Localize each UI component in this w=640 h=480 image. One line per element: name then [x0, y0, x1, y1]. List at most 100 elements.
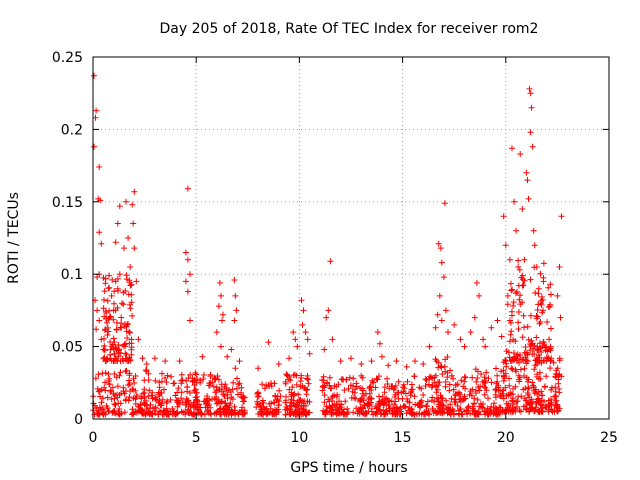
data-point: [156, 384, 163, 391]
data-point: [523, 357, 530, 364]
data-point: [423, 377, 430, 384]
data-point: [473, 378, 480, 385]
data-point: [217, 406, 224, 413]
data-point: [501, 372, 508, 379]
data-point: [517, 374, 523, 381]
data-point: [128, 291, 135, 298]
data-point: [516, 407, 523, 414]
data-point: [481, 391, 488, 398]
data-point: [485, 395, 491, 402]
data-point: [292, 336, 299, 343]
data-point: [556, 264, 563, 270]
data-point: [178, 408, 185, 415]
data-point: [484, 411, 491, 418]
data-point: [326, 374, 333, 381]
data-point: [424, 410, 431, 417]
data-point: [107, 346, 114, 353]
data-point: [428, 384, 435, 391]
data-point: [547, 365, 554, 372]
data-point: [474, 368, 481, 375]
y-tick-label: 0.2: [61, 122, 83, 138]
data-point: [508, 287, 515, 294]
data-point: [98, 399, 105, 406]
data-point: [91, 143, 97, 150]
data-point: [121, 409, 128, 416]
data-point: [539, 392, 546, 399]
data-point: [171, 380, 178, 387]
data-point: [293, 411, 300, 418]
data-point: [393, 358, 400, 365]
data-point: [95, 371, 102, 378]
data-point: [484, 405, 491, 412]
data-point: [129, 312, 136, 319]
x-tick-label: 0: [89, 430, 98, 446]
data-point: [407, 409, 414, 416]
data-point: [253, 404, 260, 411]
data-point: [219, 317, 225, 324]
data-point: [521, 324, 528, 331]
data-point: [467, 410, 474, 417]
data-point: [508, 365, 515, 372]
data-point: [282, 380, 289, 387]
data-point: [389, 383, 396, 390]
data-point: [169, 405, 176, 412]
data-point: [213, 329, 220, 336]
data-point: [545, 304, 552, 311]
data-point: [514, 357, 521, 364]
data-point: [100, 346, 107, 353]
data-point: [131, 379, 138, 386]
data-point: [358, 409, 365, 416]
data-point: [546, 336, 553, 343]
data-point: [110, 335, 117, 342]
data-point: [304, 372, 311, 379]
data-point: [306, 350, 313, 357]
data-point: [209, 379, 216, 386]
data-point: [347, 382, 354, 389]
data-point: [353, 383, 360, 390]
data-point: [175, 385, 182, 392]
data-point: [361, 402, 368, 408]
data-point: [126, 394, 133, 400]
data-point: [523, 169, 530, 176]
data-point: [94, 307, 101, 314]
data-point: [115, 347, 122, 354]
data-point: [539, 296, 546, 303]
data-point: [226, 402, 233, 409]
data-point: [190, 399, 197, 406]
data-point: [165, 411, 172, 418]
data-point: [534, 396, 541, 403]
data-point: [235, 381, 242, 388]
data-point: [515, 257, 522, 264]
data-point: [432, 356, 439, 363]
data-point: [108, 292, 115, 299]
data-point: [114, 285, 121, 292]
data-point: [194, 376, 200, 382]
data-point: [149, 389, 156, 396]
grid-lines: [93, 57, 609, 419]
data-point: [381, 389, 388, 396]
data-point: [115, 400, 122, 407]
data-point: [383, 408, 390, 415]
data-point: [348, 394, 355, 401]
data-point: [321, 392, 328, 399]
data-point: [440, 403, 447, 409]
data-point: [376, 393, 382, 400]
data-point: [198, 411, 205, 418]
data-point: [289, 384, 296, 391]
data-point: [368, 358, 375, 365]
data-point: [231, 277, 238, 283]
data-point: [418, 397, 425, 404]
data-point: [357, 404, 364, 411]
data-point: [294, 401, 301, 408]
data-point: [184, 388, 191, 395]
data-point: [404, 395, 410, 402]
data-point: [96, 229, 103, 236]
data-point: [120, 384, 127, 391]
data-point: [145, 393, 152, 400]
data-point: [293, 372, 300, 379]
data-point: [413, 411, 420, 417]
data-point: [333, 401, 340, 408]
data-point: [129, 406, 136, 413]
data-point: [432, 383, 439, 390]
data-point: [123, 198, 129, 205]
